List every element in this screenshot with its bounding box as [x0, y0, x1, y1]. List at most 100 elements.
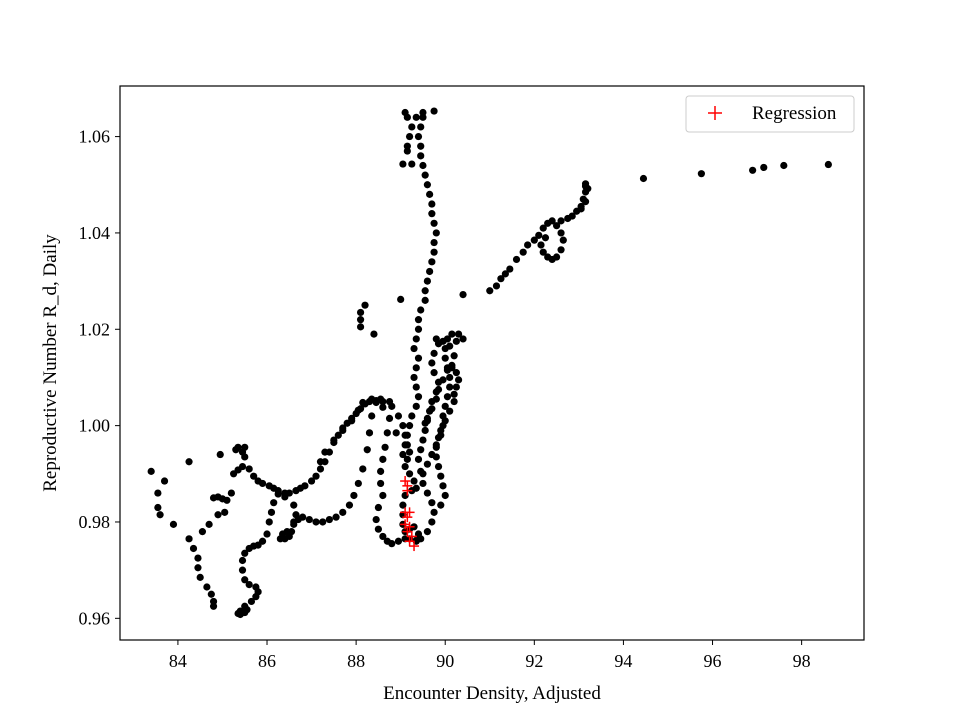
scatter-point	[417, 446, 425, 454]
scatter-point	[363, 446, 371, 454]
scatter-point	[348, 417, 356, 425]
scatter-point	[214, 511, 222, 519]
scatter-point	[385, 397, 394, 406]
scatter-point	[356, 308, 365, 317]
scatter-point	[421, 296, 429, 304]
scatter-point	[290, 501, 298, 509]
scatter-point	[419, 436, 427, 444]
scatter-point	[452, 369, 460, 377]
x-tick-label: 98	[793, 651, 811, 671]
scatter-point	[824, 160, 832, 169]
scatter-point	[403, 147, 411, 155]
scatter-point	[552, 222, 561, 230]
scatter-point	[446, 373, 454, 382]
scatter-point	[530, 236, 538, 244]
scatter-point	[417, 123, 425, 131]
scatter-point	[423, 528, 432, 536]
x-axis-label: Encounter Density, Adjusted	[383, 683, 601, 704]
scatter-point	[198, 528, 207, 536]
scatter-point	[434, 434, 443, 442]
scatter-point	[365, 429, 374, 437]
y-tick-label: 1.00	[79, 416, 111, 436]
scatter-point	[408, 412, 416, 420]
scatter-point	[223, 496, 231, 504]
scatter-point	[519, 248, 527, 256]
scatter-point	[405, 470, 414, 478]
scatter-point	[312, 518, 320, 526]
scatter-point	[760, 163, 768, 172]
scatter-point	[399, 501, 407, 509]
scatter-point	[417, 306, 425, 314]
scatter-point	[207, 590, 215, 598]
scatter-point	[245, 544, 253, 553]
scatter-point	[459, 335, 467, 343]
scatter-point	[423, 460, 432, 468]
scatter-point	[421, 419, 429, 427]
scatter-point	[459, 290, 467, 299]
scatter-point	[361, 301, 369, 309]
scatter-point	[412, 113, 420, 121]
y-tick-label: 1.06	[79, 127, 111, 147]
scatter-point	[321, 448, 329, 456]
scatter-point	[441, 491, 449, 500]
scatter-point	[450, 397, 458, 406]
scatter-point	[292, 511, 300, 519]
scatter-point	[559, 236, 567, 244]
scatter-point	[506, 265, 514, 273]
scatter-point	[437, 501, 445, 509]
scatter-point	[405, 422, 414, 430]
scatter-point	[154, 503, 162, 512]
scatter-point	[428, 405, 436, 413]
scatter-point	[439, 376, 447, 384]
scatter-point	[437, 472, 445, 480]
scatter-point	[205, 520, 213, 528]
scatter-point	[414, 455, 423, 463]
regression-point	[409, 541, 420, 552]
y-tick-label: 0.96	[79, 608, 111, 628]
scatter-point	[301, 482, 309, 490]
scatter-point	[241, 549, 249, 557]
y-tick-label: 1.02	[79, 319, 111, 339]
regression-point	[404, 536, 415, 547]
scatter-point	[454, 376, 463, 384]
scatter-point	[430, 349, 438, 357]
regression-point	[404, 507, 415, 518]
scatter-point	[283, 528, 291, 536]
scatter-point	[430, 219, 438, 227]
scatter-point	[368, 395, 376, 403]
scatter-point	[443, 393, 452, 401]
y-axis-label: Reproductive Number R_d, Daily	[40, 234, 61, 492]
scatter-point	[388, 540, 396, 548]
scatter-point	[383, 429, 391, 437]
scatter-point	[185, 535, 193, 543]
scatter-point	[441, 354, 449, 362]
scatter-point	[430, 248, 438, 256]
scatter-point	[368, 412, 376, 420]
scatter-point	[241, 576, 249, 584]
scatter-point	[421, 426, 429, 435]
scatter-point	[258, 479, 267, 488]
scatter-point	[379, 455, 387, 463]
scatter-point	[437, 426, 445, 435]
scatter-point	[539, 248, 547, 256]
scatter-point	[548, 217, 556, 225]
scatter-point	[156, 511, 164, 519]
x-tick-label: 86	[258, 651, 276, 671]
scatter-point	[581, 198, 590, 206]
scatter-point	[216, 450, 224, 459]
scatter-point	[423, 489, 432, 497]
x-tick-label: 94	[614, 651, 632, 671]
regression-point	[404, 521, 415, 532]
scatter-point	[332, 513, 340, 521]
scatter-point	[419, 161, 427, 170]
legend-label-regression: Regression	[752, 103, 837, 124]
scatter-point	[381, 443, 389, 451]
scatter-point	[450, 352, 458, 360]
scatter-point	[428, 359, 436, 367]
scatter-point	[270, 499, 278, 507]
scatter-point	[194, 554, 202, 562]
scatter-point	[410, 477, 418, 485]
scatter-point	[412, 402, 420, 410]
scatter-point	[401, 108, 409, 117]
scatter-point	[196, 573, 204, 581]
